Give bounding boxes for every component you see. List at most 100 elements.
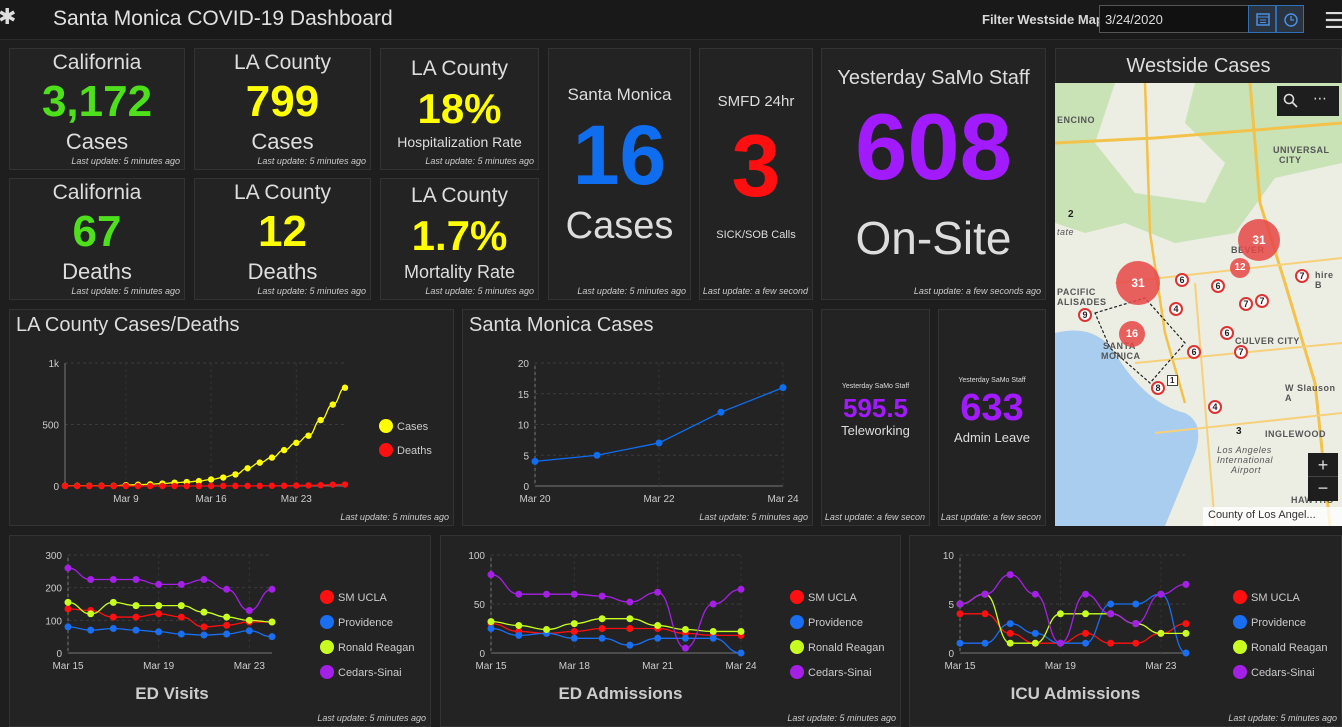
data-point	[87, 626, 95, 634]
map-cluster[interactable]: 6	[1175, 273, 1189, 287]
legend-marker	[320, 665, 334, 679]
tile-title: LA County	[234, 51, 331, 74]
data-point	[626, 641, 634, 649]
map-cluster[interactable]: 6	[1187, 345, 1201, 359]
more-options-icon[interactable]: ⋯	[1313, 90, 1327, 106]
map-place: MONICA	[1101, 351, 1141, 361]
map-cluster[interactable]: 3	[1236, 426, 1243, 437]
calendar-icon	[1256, 13, 1270, 26]
legend-label: SM UCLA	[808, 592, 858, 604]
data-point	[1107, 610, 1115, 618]
data-point	[981, 610, 989, 618]
data-point	[109, 598, 117, 606]
tile-title: LA County	[234, 181, 331, 204]
y-tick-label: 5	[523, 451, 529, 462]
data-point	[155, 580, 163, 588]
tile-la-deaths: LA County 12 Deaths Last update: 5 minut…	[194, 178, 371, 300]
legend-label: SM UCLA	[338, 592, 388, 604]
ed-visits-chart: 0 100 200 300 Mar 15 Mar 19 Mar 23 SM UCLA Provi…	[45, 551, 414, 679]
data-point	[1031, 639, 1039, 647]
map-attribution[interactable]: County of Los Angel...	[1203, 507, 1342, 526]
last-update: Last update: 5 minutes ago	[340, 512, 449, 522]
data-point	[570, 627, 578, 635]
chart-title: ICU Admissions	[1010, 684, 1141, 703]
menu-icon[interactable]: ☰	[1324, 8, 1342, 33]
data-point	[654, 588, 662, 596]
map-cluster[interactable]: 31	[1238, 219, 1280, 261]
zoom-in-button[interactable]: +	[1308, 453, 1338, 477]
map-basemap	[1055, 83, 1342, 526]
map-cluster[interactable]: 7	[1234, 345, 1248, 359]
data-point	[709, 634, 717, 642]
map-toolbar: ⋯	[1277, 86, 1339, 116]
data-point	[223, 613, 231, 621]
tile-value: 3	[731, 116, 781, 215]
tile-title: LA County	[411, 184, 508, 207]
data-point	[1182, 649, 1190, 657]
data-point	[220, 482, 227, 490]
data-point	[256, 459, 263, 466]
data-point	[487, 571, 495, 579]
data-point	[268, 482, 276, 489]
search-icon[interactable]	[1283, 93, 1299, 109]
last-update: Last update: 5 minutes ago	[317, 713, 426, 723]
tile-la-hospitalization: LA County 18% Hospitalization Rate Last …	[380, 48, 539, 170]
data-point	[515, 631, 523, 639]
chart-title: LA County Cases/Deaths	[16, 314, 240, 336]
legend-marker	[1233, 640, 1247, 654]
la-county-chart: 0 500 1k Mar 9 Mar 16 Mar 23 Cases Deaths	[42, 359, 432, 505]
legend-label: SM UCLA	[1251, 592, 1301, 604]
map-cluster[interactable]: 4	[1169, 302, 1183, 316]
calendar-button[interactable]	[1248, 5, 1276, 33]
x-tick-label: Mar 24	[725, 661, 757, 672]
time-button[interactable]	[1276, 5, 1304, 33]
map-cluster[interactable]: 16	[1119, 321, 1145, 347]
y-tick-label: 0	[523, 482, 529, 493]
x-tick-label: Mar 24	[767, 494, 799, 505]
data-point	[64, 598, 72, 606]
data-point	[98, 482, 105, 490]
data-point	[200, 608, 208, 616]
y-tick-label: 300	[45, 551, 62, 562]
map-cluster[interactable]: 4	[1208, 400, 1222, 414]
map-cluster[interactable]: 7	[1295, 269, 1309, 283]
data-point	[654, 634, 662, 642]
legend-label: Ronald Reagan	[808, 642, 884, 654]
map-cluster[interactable]: 12	[1230, 258, 1250, 278]
map-place: W Slauson A	[1285, 383, 1336, 403]
map-cluster[interactable]: 9	[1078, 308, 1092, 322]
map-cluster[interactable]: 8	[1151, 381, 1165, 395]
series-line	[67, 626, 273, 638]
x-tick-label: Mar 23	[1145, 661, 1177, 672]
x-tick-label: Mar 23	[234, 661, 266, 672]
data-point	[626, 625, 634, 632]
data-point	[220, 474, 227, 481]
map-cluster[interactable]: 7	[1255, 294, 1269, 308]
map-cluster[interactable]: 2	[1068, 209, 1075, 220]
date-input[interactable]	[1099, 5, 1249, 33]
last-update: Last update: 5 minutes ago	[257, 286, 366, 296]
data-point	[87, 610, 95, 618]
map-cluster[interactable]: 6	[1220, 326, 1234, 340]
tile-title: Santa Monica	[567, 85, 672, 104]
map-place: Airport	[1231, 465, 1262, 475]
x-tick-label: Mar 19	[143, 661, 175, 672]
series-line	[959, 573, 1187, 644]
map-place: tate	[1057, 227, 1075, 237]
data-point	[1031, 629, 1039, 637]
filter-label: Filter Westside Map	[982, 12, 1104, 27]
y-tick-label: 0	[56, 649, 62, 660]
last-update: Last update: 5 minutes ago	[577, 286, 686, 296]
map-cluster[interactable]: 1	[1167, 375, 1178, 386]
westside-map[interactable]: ENCINO UNIVERSAL CITY BEVER PACIFIC ALIS…	[1055, 83, 1342, 526]
map-cluster[interactable]: 7	[1239, 297, 1253, 311]
chart-title: ED Visits	[135, 684, 209, 703]
map-cluster[interactable]: 31	[1116, 261, 1160, 305]
data-point	[626, 615, 634, 623]
data-point	[244, 482, 251, 490]
data-point	[1082, 639, 1090, 647]
zoom-out-button[interactable]: −	[1317, 478, 1329, 498]
tile-value: 608	[855, 94, 1012, 199]
map-cluster[interactable]: 6	[1211, 279, 1225, 293]
legend-marker	[320, 615, 334, 629]
